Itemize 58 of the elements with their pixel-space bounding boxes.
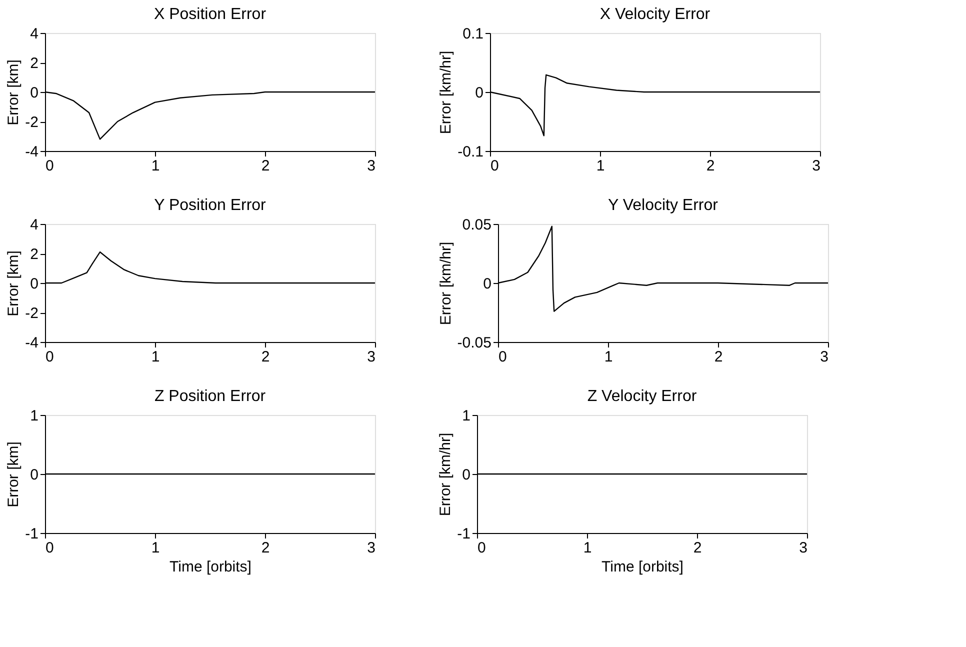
y-tick-label: 0 [30, 276, 38, 292]
y-tick-label: 0 [30, 84, 38, 102]
y-tick-label: -1 [25, 526, 38, 542]
y-axis-title: Error [km] [5, 442, 22, 508]
y-tick-label: -4 [25, 334, 38, 352]
x-tick-label: 2 [261, 540, 270, 556]
y-tick-label: 0.1 [462, 26, 484, 42]
y-axis-title: Error [km/hr] [437, 432, 454, 516]
y-tick-label: 4 [30, 216, 38, 234]
y-tick-label: -0.05 [457, 334, 492, 352]
x-tick-label: 3 [812, 158, 820, 174]
x-axis-title: Time [orbits] [602, 558, 684, 576]
x-tick-label: 2 [261, 158, 270, 174]
y-tick-label: 1 [30, 408, 38, 424]
x-tick-label: 3 [367, 158, 376, 174]
x-tick-label: 1 [151, 540, 160, 556]
y-axis-title: Error [km] [5, 60, 22, 126]
x-tick-label: 2 [261, 348, 270, 366]
y-tick-label: -0.1 [458, 144, 484, 160]
x-tick-label: 1 [604, 348, 613, 366]
y-tick-label: 0 [483, 276, 492, 292]
x-tick-label: 3 [799, 540, 808, 556]
y-tick-label: 0 [475, 84, 484, 102]
y-tick-label: 4 [30, 26, 38, 42]
y-axis-title: Error [km/hr] [437, 242, 454, 326]
x-tick-label: 1 [583, 540, 592, 556]
x-tick-label: 1 [596, 158, 605, 174]
y-tick-label: 0 [462, 466, 470, 484]
chart-title: Z Position Error [154, 388, 266, 405]
x-tick-label: 0 [46, 348, 54, 366]
chart-title: Y Position Error [154, 197, 267, 214]
y-tick-label: -4 [25, 144, 38, 160]
y-tick-label: 0.05 [462, 216, 492, 234]
y-tick-label: -2 [25, 114, 38, 131]
x-tick-label: 0 [498, 348, 507, 366]
y-axis-title: Error [km/hr] [438, 50, 455, 134]
x-tick-label: 3 [367, 348, 376, 366]
x-axis-title: Time [orbits] [170, 558, 252, 576]
chart-title: Z Velocity Error [587, 388, 698, 405]
y-tick-label: 0 [30, 466, 38, 484]
y-tick-label: 2 [30, 55, 38, 72]
chart-title: X Velocity Error [600, 6, 711, 23]
y-tick-label: 1 [462, 408, 470, 424]
y-axis-title: Error [km] [5, 250, 22, 316]
x-tick-label: 3 [820, 348, 828, 366]
chart-title: X Position Error [154, 6, 267, 23]
chart-title: Y Velocity Error [608, 197, 719, 214]
x-tick-label: 2 [714, 348, 723, 366]
y-tick-label: 2 [30, 246, 38, 263]
x-tick-label: 3 [367, 540, 376, 556]
x-tick-label: 0 [46, 540, 54, 556]
x-tick-label: 0 [46, 158, 54, 174]
y-tick-label: -2 [25, 305, 38, 322]
x-tick-label: 1 [151, 348, 160, 366]
y-tick-label: -1 [457, 526, 470, 542]
x-tick-label: 2 [706, 158, 715, 174]
x-tick-label: 1 [151, 158, 160, 174]
x-tick-label: 2 [693, 540, 702, 556]
